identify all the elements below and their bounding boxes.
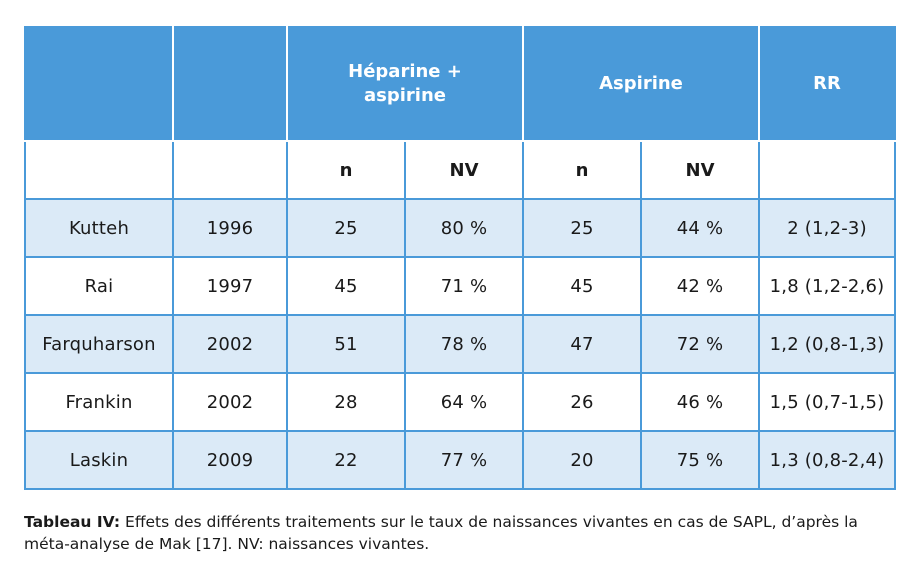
cell-rr: 1,5 (0,7-1,5)	[758, 372, 897, 432]
cell-hep-n: 45	[286, 256, 406, 316]
cell-asp-n: 20	[522, 430, 643, 490]
sub-header-nv: NV	[403, 140, 525, 200]
cell-year: 2002	[172, 314, 288, 374]
header-year	[172, 26, 288, 142]
cell-asp-nv: 42 %	[640, 256, 761, 316]
caption-lead: Tableau IV:	[24, 513, 121, 531]
cell-study: Farquharson	[24, 314, 174, 374]
sub-header-row: n NV n NV	[24, 140, 897, 200]
cell-study: Frankin	[24, 372, 174, 432]
cell-year: 2002	[172, 372, 288, 432]
cell-study: Laskin	[24, 430, 174, 490]
cell-year: 1997	[172, 256, 288, 316]
header-rr: RR	[758, 26, 897, 142]
cell-asp-n: 45	[522, 256, 643, 316]
cell-rr: 1,3 (0,8-2,4)	[758, 430, 897, 490]
header-heparine-aspirine: Héparine + aspirine	[285, 26, 525, 142]
header-study	[24, 26, 174, 142]
cell-hep-n: 28	[286, 372, 406, 432]
group-header-row: Héparine + aspirine Aspirine RR	[24, 26, 897, 142]
table-row: Laskin 2009 22 77 % 20 75 % 1,3 (0,8-2,4…	[24, 430, 897, 490]
cell-hep-nv: 78 %	[403, 314, 525, 374]
cell-rr: 2 (1,2-3)	[758, 198, 897, 258]
cell-study: Kutteh	[24, 198, 174, 258]
table-row: Frankin 2002 28 64 % 26 46 % 1,5 (0,7-1,…	[24, 372, 897, 432]
cell-asp-nv: 75 %	[640, 430, 761, 490]
cell-hep-n: 22	[286, 430, 406, 490]
sub-header-nv: NV	[640, 140, 761, 200]
sub-header-n: n	[286, 140, 406, 200]
sub-header-n: n	[522, 140, 643, 200]
cell-hep-nv: 77 %	[403, 430, 525, 490]
table-row: Kutteh 1996 25 80 % 25 44 % 2 (1,2-3)	[24, 198, 897, 258]
cell-asp-n: 25	[522, 198, 643, 258]
sub-header-blank	[172, 140, 288, 200]
cell-rr: 1,8 (1,2-2,6)	[758, 256, 897, 316]
cell-hep-n: 51	[286, 314, 406, 374]
cell-rr: 1,2 (0,8-1,3)	[758, 314, 897, 374]
cell-year: 2009	[172, 430, 288, 490]
cell-asp-nv: 44 %	[640, 198, 761, 258]
results-table: Héparine + aspirine Aspirine RR n NV n N…	[24, 26, 897, 490]
cell-asp-n: 47	[522, 314, 643, 374]
cell-asp-n: 26	[522, 372, 643, 432]
cell-asp-nv: 72 %	[640, 314, 761, 374]
table-row: Farquharson 2002 51 78 % 47 72 % 1,2 (0,…	[24, 314, 897, 374]
cell-year: 1996	[172, 198, 288, 258]
caption-text: Effets des différents traitements sur le…	[24, 513, 858, 553]
table-caption: Tableau IV: Effets des différents traite…	[24, 511, 902, 555]
cell-hep-nv: 80 %	[403, 198, 525, 258]
cell-study: Rai	[24, 256, 174, 316]
sub-header-blank	[24, 140, 174, 200]
cell-asp-nv: 46 %	[640, 372, 761, 432]
cell-hep-nv: 71 %	[403, 256, 525, 316]
header-aspirine: Aspirine	[522, 26, 761, 142]
cell-hep-n: 25	[286, 198, 406, 258]
cell-hep-nv: 64 %	[403, 372, 525, 432]
sub-header-blank	[758, 140, 897, 200]
table-row: Rai 1997 45 71 % 45 42 % 1,8 (1,2-2,6)	[24, 256, 897, 316]
